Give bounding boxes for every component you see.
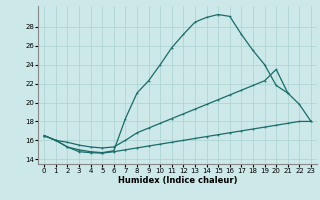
X-axis label: Humidex (Indice chaleur): Humidex (Indice chaleur) [118,176,237,185]
